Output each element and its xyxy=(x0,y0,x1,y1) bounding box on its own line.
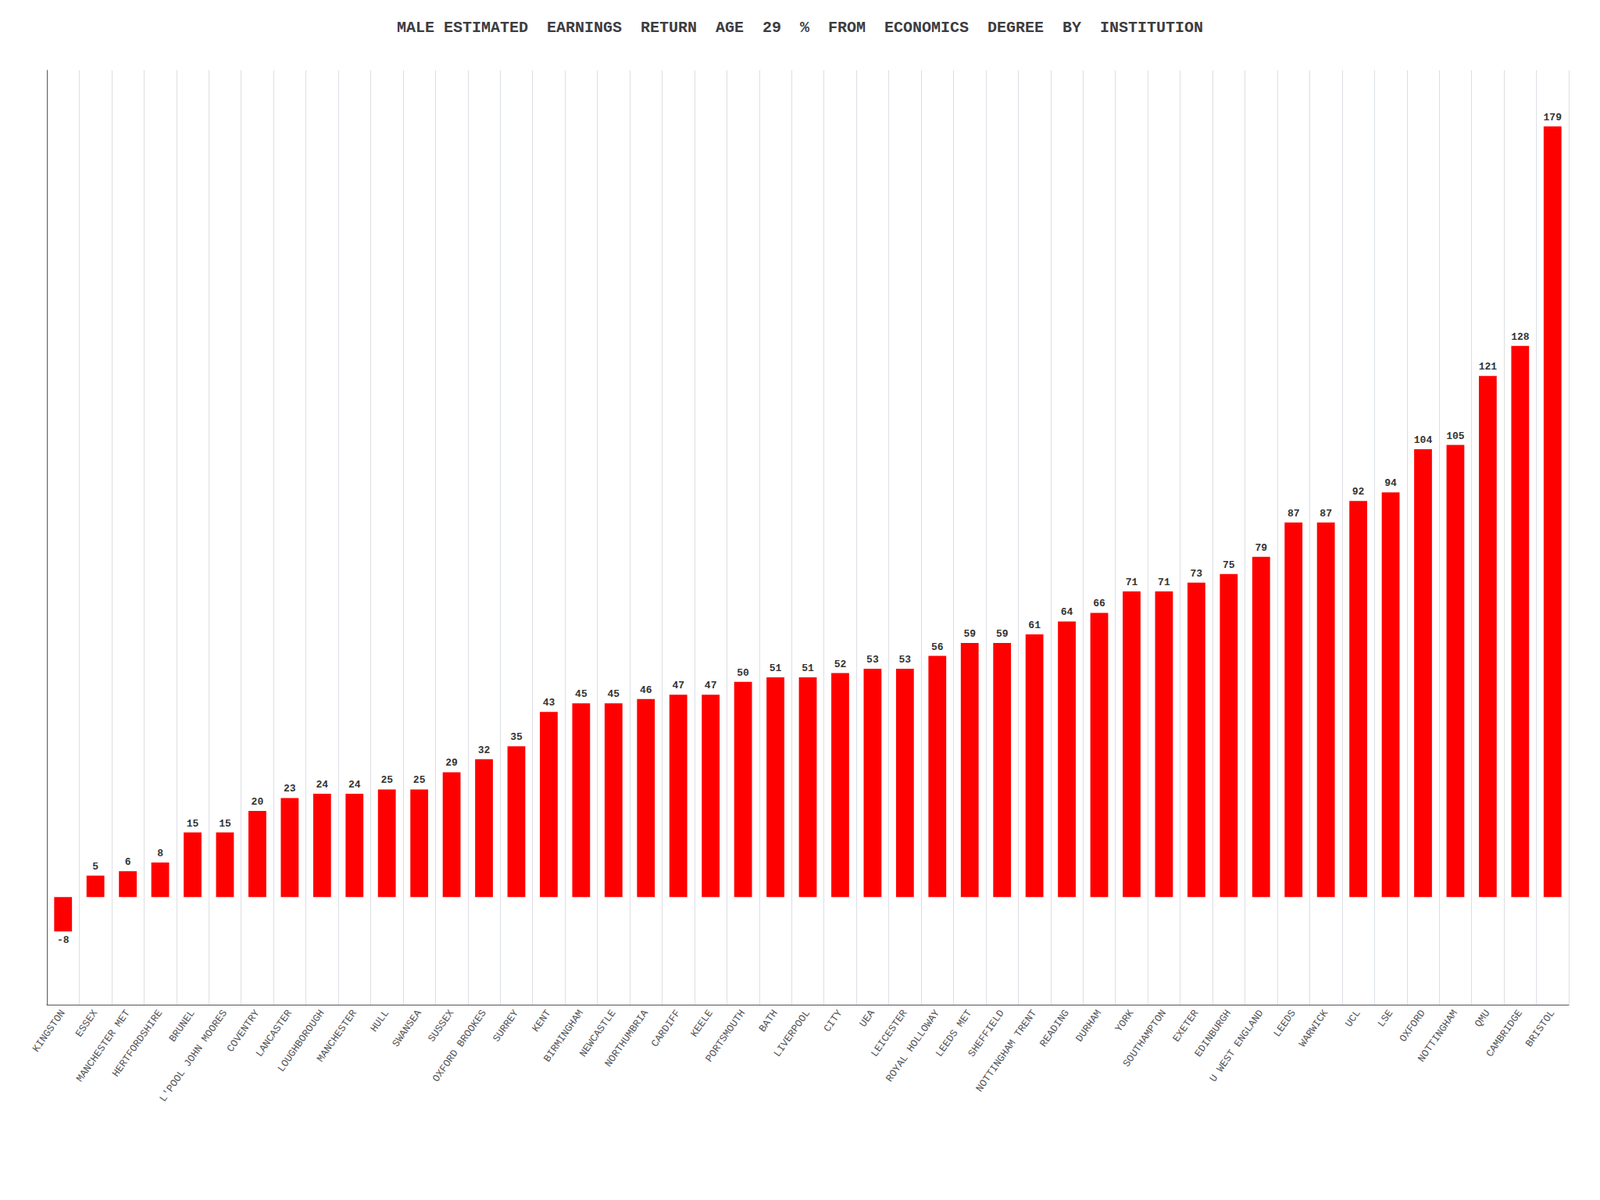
svg-text:92: 92 xyxy=(1352,485,1365,498)
svg-text:45: 45 xyxy=(575,688,588,700)
svg-text:LANCASTER: LANCASTER xyxy=(253,1007,295,1060)
svg-text:NOTTINGHAM TRENT: NOTTINGHAM TRENT xyxy=(973,1007,1040,1095)
svg-text:64: 64 xyxy=(1060,606,1074,618)
svg-text:READING: READING xyxy=(1037,1007,1072,1050)
svg-text:56: 56 xyxy=(931,641,944,654)
svg-text:71: 71 xyxy=(1125,576,1139,589)
svg-text:32: 32 xyxy=(478,744,491,757)
svg-text:CITY: CITY xyxy=(821,1007,845,1035)
svg-text:LEEDS: LEEDS xyxy=(1271,1007,1299,1040)
svg-text:8: 8 xyxy=(157,847,164,860)
svg-text:SOUTHAMPTON: SOUTHAMPTON xyxy=(1121,1007,1170,1070)
svg-text:BRISTOL: BRISTOL xyxy=(1523,1007,1558,1050)
svg-text:121: 121 xyxy=(1478,360,1498,373)
svg-text:15: 15 xyxy=(186,817,200,830)
svg-text:87: 87 xyxy=(1319,507,1333,520)
svg-text:50: 50 xyxy=(736,667,750,679)
svg-text:25: 25 xyxy=(413,774,426,786)
svg-text:24: 24 xyxy=(315,778,329,791)
svg-text:53: 53 xyxy=(899,653,912,666)
svg-text:23: 23 xyxy=(283,782,297,795)
svg-text:YORK: YORK xyxy=(1112,1007,1136,1035)
svg-text:MANCHESTER MET: MANCHESTER MET xyxy=(74,1007,133,1085)
svg-text:OXFORD: OXFORD xyxy=(1396,1007,1428,1045)
svg-text:29: 29 xyxy=(445,757,458,769)
svg-text:COVENTRY: COVENTRY xyxy=(224,1007,263,1055)
svg-text:25: 25 xyxy=(380,774,393,786)
svg-text:QMU: QMU xyxy=(1472,1007,1493,1030)
svg-text:MANCHESTER: MANCHESTER xyxy=(314,1007,360,1065)
svg-text:20: 20 xyxy=(251,796,265,808)
svg-text:CARDIFF: CARDIFF xyxy=(649,1007,684,1050)
svg-text:73: 73 xyxy=(1190,567,1204,580)
svg-text:46: 46 xyxy=(639,684,653,697)
svg-text:66: 66 xyxy=(1092,597,1106,610)
svg-text:47: 47 xyxy=(671,679,685,692)
svg-text:179: 179 xyxy=(1543,111,1563,124)
svg-text:UEA: UEA xyxy=(857,1007,878,1030)
svg-text:47: 47 xyxy=(704,679,718,692)
svg-text:SWANSEA: SWANSEA xyxy=(389,1007,425,1050)
svg-text:NOTTINGHAM: NOTTINGHAM xyxy=(1415,1007,1461,1065)
svg-text:71: 71 xyxy=(1157,576,1171,589)
svg-text:HULL: HULL xyxy=(367,1007,392,1035)
svg-text:51: 51 xyxy=(769,662,783,675)
svg-text:UCL: UCL xyxy=(1342,1007,1364,1030)
svg-text:LEICESTER: LEICESTER xyxy=(868,1007,910,1060)
svg-text:87: 87 xyxy=(1287,507,1300,520)
svg-text:104: 104 xyxy=(1414,434,1433,447)
svg-text:15: 15 xyxy=(218,817,232,830)
svg-text:LSE: LSE xyxy=(1375,1007,1396,1030)
svg-text:59: 59 xyxy=(963,628,976,640)
svg-text:24: 24 xyxy=(348,778,361,791)
svg-text:WARWICK: WARWICK xyxy=(1296,1007,1332,1050)
svg-text:CAMBRIDGE: CAMBRIDGE xyxy=(1483,1007,1525,1060)
svg-text:EXETER: EXETER xyxy=(1170,1007,1201,1045)
svg-text:PORTSMOUTH: PORTSMOUTH xyxy=(703,1007,748,1065)
svg-text:MALE ESTIMATED EARNINGS RETU: MALE ESTIMATED EARNINGS RETURN AGE 29 % … xyxy=(396,18,1204,37)
svg-text:5: 5 xyxy=(92,860,99,873)
svg-text:105: 105 xyxy=(1446,430,1465,443)
svg-text:KENT: KENT xyxy=(529,1007,554,1035)
svg-text:KEELE: KEELE xyxy=(688,1007,716,1040)
svg-text:128: 128 xyxy=(1510,331,1530,343)
svg-text:LIVERPOOL: LIVERPOOL xyxy=(771,1007,814,1060)
svg-text:EDINBURGH: EDINBURGH xyxy=(1192,1007,1234,1060)
svg-text:DURHAM: DURHAM xyxy=(1073,1007,1104,1045)
svg-text:59: 59 xyxy=(996,628,1009,640)
svg-text:OXFORD BROOKES: OXFORD BROOKES xyxy=(430,1007,490,1085)
svg-text:LEEDS MET: LEEDS MET xyxy=(933,1007,975,1060)
svg-text:52: 52 xyxy=(834,658,847,671)
svg-text:61: 61 xyxy=(1028,619,1041,632)
svg-text:KINGSTON: KINGSTON xyxy=(30,1007,68,1055)
svg-text:43: 43 xyxy=(542,696,556,709)
svg-text:SUSSEX: SUSSEX xyxy=(425,1007,457,1045)
svg-text:U WEST ENGLAND: U WEST ENGLAND xyxy=(1207,1007,1266,1085)
svg-text:BRUNEL: BRUNEL xyxy=(167,1007,198,1045)
svg-text:51: 51 xyxy=(801,662,815,675)
svg-text:HERTFORDSHIRE: HERTFORDSHIRE xyxy=(110,1007,166,1080)
svg-text:53: 53 xyxy=(866,653,879,666)
svg-text:NEWCASTLE: NEWCASTLE xyxy=(577,1007,619,1060)
svg-text:LOUGHBOROUGH: LOUGHBOROUGH xyxy=(275,1007,327,1075)
svg-text:75: 75 xyxy=(1222,559,1236,572)
svg-text:94: 94 xyxy=(1384,477,1397,490)
svg-text:6: 6 xyxy=(125,856,132,868)
svg-text:BIRMINGHAM: BIRMINGHAM xyxy=(541,1007,586,1065)
svg-text:ROYAL HOLLOWAY: ROYAL HOLLOWAY xyxy=(883,1007,943,1085)
svg-text:-8: -8 xyxy=(57,934,70,947)
svg-text:79: 79 xyxy=(1254,542,1268,554)
svg-text:SURREY: SURREY xyxy=(490,1007,522,1045)
svg-text:BATH: BATH xyxy=(756,1007,780,1035)
svg-text:35: 35 xyxy=(510,731,523,743)
svg-text:45: 45 xyxy=(607,688,621,700)
svg-text:NORTHUMBRIA: NORTHUMBRIA xyxy=(602,1007,651,1070)
svg-text:L'POOL JOHN MOORES: L'POOL JOHN MOORES xyxy=(157,1007,230,1105)
svg-text:ESSEX: ESSEX xyxy=(73,1007,101,1040)
svg-text:SHEFFIELD: SHEFFIELD xyxy=(965,1007,1007,1060)
